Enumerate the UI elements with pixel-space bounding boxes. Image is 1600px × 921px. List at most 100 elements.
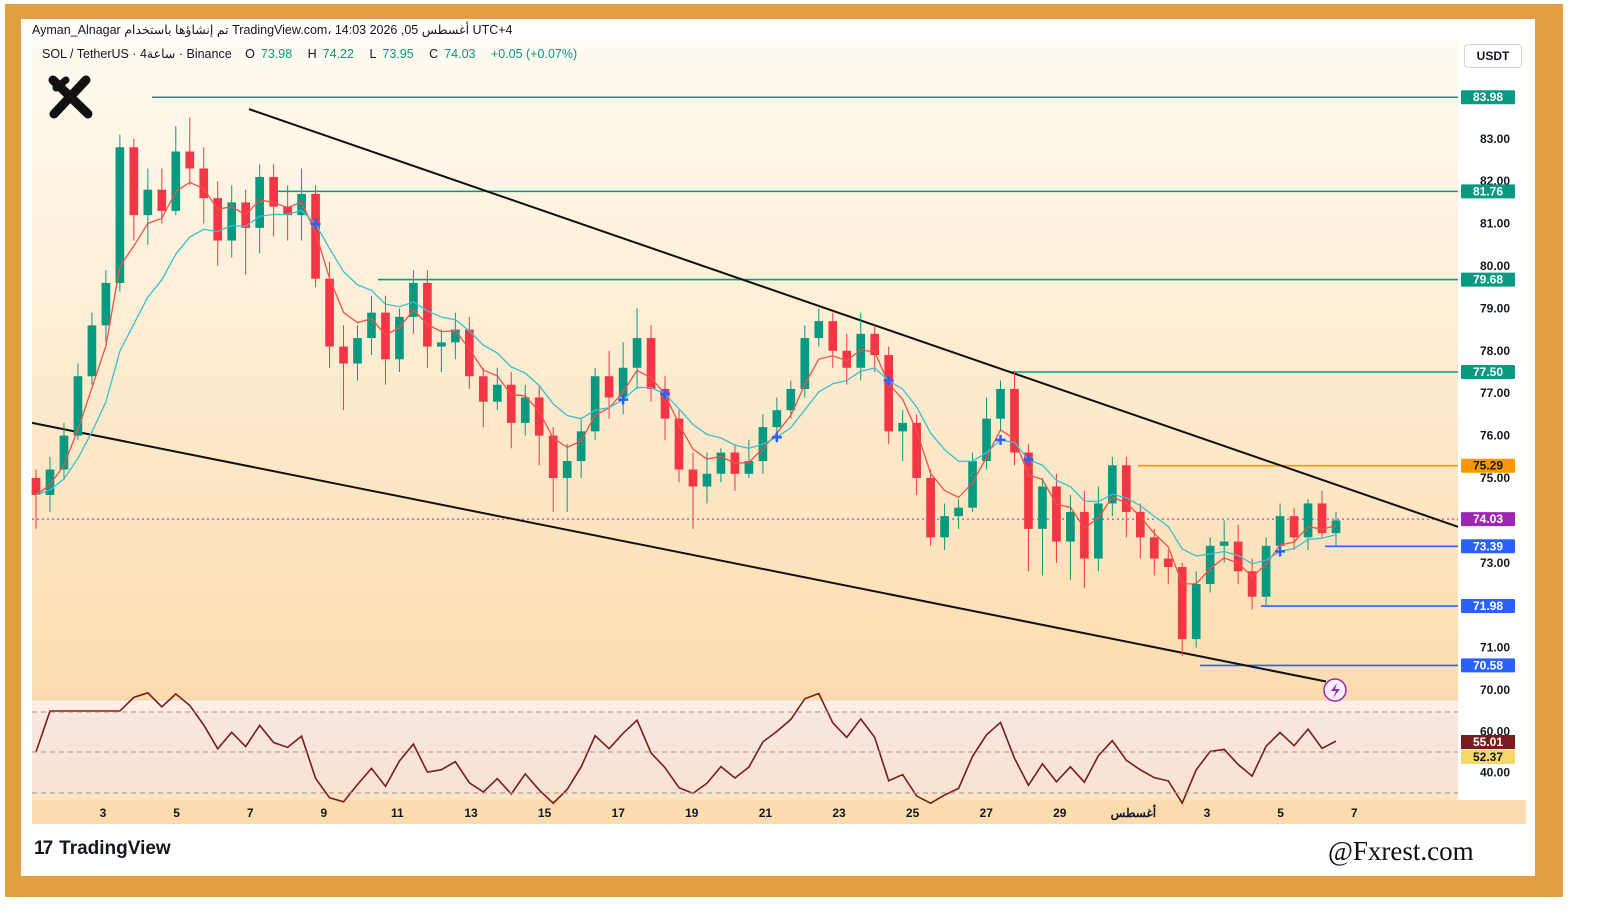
candle-body [1080,511,1089,559]
y-tick-label: 81.00 [1480,217,1510,231]
candle-body [101,282,111,326]
price-tag [1461,90,1515,105]
price-tag [1461,272,1515,287]
candle-body [1108,465,1117,504]
candle-body [1121,465,1131,512]
candle-body [1275,516,1285,546]
symbol-info: SOL / TetherUS · 4ساعة · Binance O 73.98 … [42,46,583,61]
cross-marker [1023,454,1034,465]
candle-body [185,151,195,169]
candle-body [1149,537,1159,559]
candle-body [87,325,97,377]
candle-body [576,431,586,462]
candle-body [688,469,698,487]
x-tick-label: 3 [100,806,107,820]
rsi-tag [1461,735,1515,749]
candle-body [381,312,390,360]
candle-body [954,507,963,517]
candle-body [283,206,292,216]
candle-body [59,435,69,470]
price-tag-label: 79.68 [1473,273,1503,287]
candle-body [157,189,167,211]
candle-body [1247,571,1257,597]
candle-body [171,151,181,211]
x-tick-label: 3 [1204,806,1211,820]
candle-body [870,333,880,356]
y-tick-label: 75.00 [1480,471,1510,485]
price-tag [1461,458,1515,473]
candle-body [1205,545,1215,584]
candle-body [451,329,460,343]
candle-body [1191,584,1201,640]
candle-body [1010,388,1019,453]
x-tick-label: 7 [247,806,254,820]
price-tag [1461,512,1515,527]
price-tag-label: 81.76 [1473,184,1503,198]
candle-body [129,147,139,216]
candle-body [702,473,712,487]
ohlc-close: C 74.03 [429,47,476,61]
brand-logo [48,75,93,119]
rsi-line [35,691,1337,805]
cross-marker [310,219,321,230]
candle-body [534,397,544,436]
candle-body [409,282,418,317]
candle-body [898,422,907,432]
candle-body [800,338,810,389]
cross-marker [660,388,671,399]
candle-body [45,469,55,495]
candle-body [562,461,572,478]
y-tick-label: 70.00 [1480,683,1510,697]
candle-body [842,350,852,368]
candle-body [423,282,432,347]
candle-body [940,516,949,538]
x-tick-label: 13 [464,806,478,820]
candle-body [660,388,670,419]
candle-body [1219,541,1229,546]
x-tick-label: 27 [980,806,994,820]
candle-body [1233,541,1243,572]
ema-slow-line [35,209,1337,565]
symbol-pair[interactable]: SOL / TetherUS · 4ساعة · Binance [42,47,232,61]
candle-body [520,397,530,423]
candle-body [1135,511,1145,538]
time-axis-bg [32,800,1526,824]
price-tag [1461,599,1515,614]
ohlc-open: O 73.98 [245,47,293,61]
tv-mark-icon: 17 [34,838,53,859]
price-tag-label: 74.03 [1473,512,1503,526]
candle-body [618,367,628,398]
candle-body [968,461,977,508]
candle-body [590,376,600,432]
candle-body [828,321,838,351]
tradingview-logo[interactable]: 17 TradingView [34,838,171,859]
ema-fast-line [35,181,1337,585]
y-tick-label: 77.00 [1480,386,1510,400]
x-tick-label: 5 [1277,806,1284,820]
currency-button[interactable]: USDT [1464,44,1522,68]
rsi-tag-label-2: 52.37 [1473,750,1503,764]
candle-body [297,193,306,216]
candle-body [912,422,921,478]
candle-body [1317,503,1327,534]
y-tick-label: 76.00 [1480,429,1510,443]
candle-body [1331,520,1341,534]
candle-body [31,478,41,495]
candle-body [73,376,83,436]
candle-body [255,176,264,228]
rsi-tag-label: 55.01 [1473,735,1503,749]
price-tag-label: 73.39 [1473,539,1503,553]
candle-body [213,198,223,241]
candle-body [478,376,488,402]
cross-marker [995,434,1006,445]
candle-body [325,278,334,347]
alert-icon[interactable] [1323,678,1347,702]
x-tick-label: 15 [538,806,552,820]
candle-body [548,435,558,478]
candle-body [1038,486,1047,529]
x-tick-label: 19 [685,806,699,820]
candle-body [367,312,376,339]
chart-header: Ayman_Alnagar تم إنشاؤها باستخدام Tradin… [32,23,513,37]
lower-trendline [31,421,1327,683]
